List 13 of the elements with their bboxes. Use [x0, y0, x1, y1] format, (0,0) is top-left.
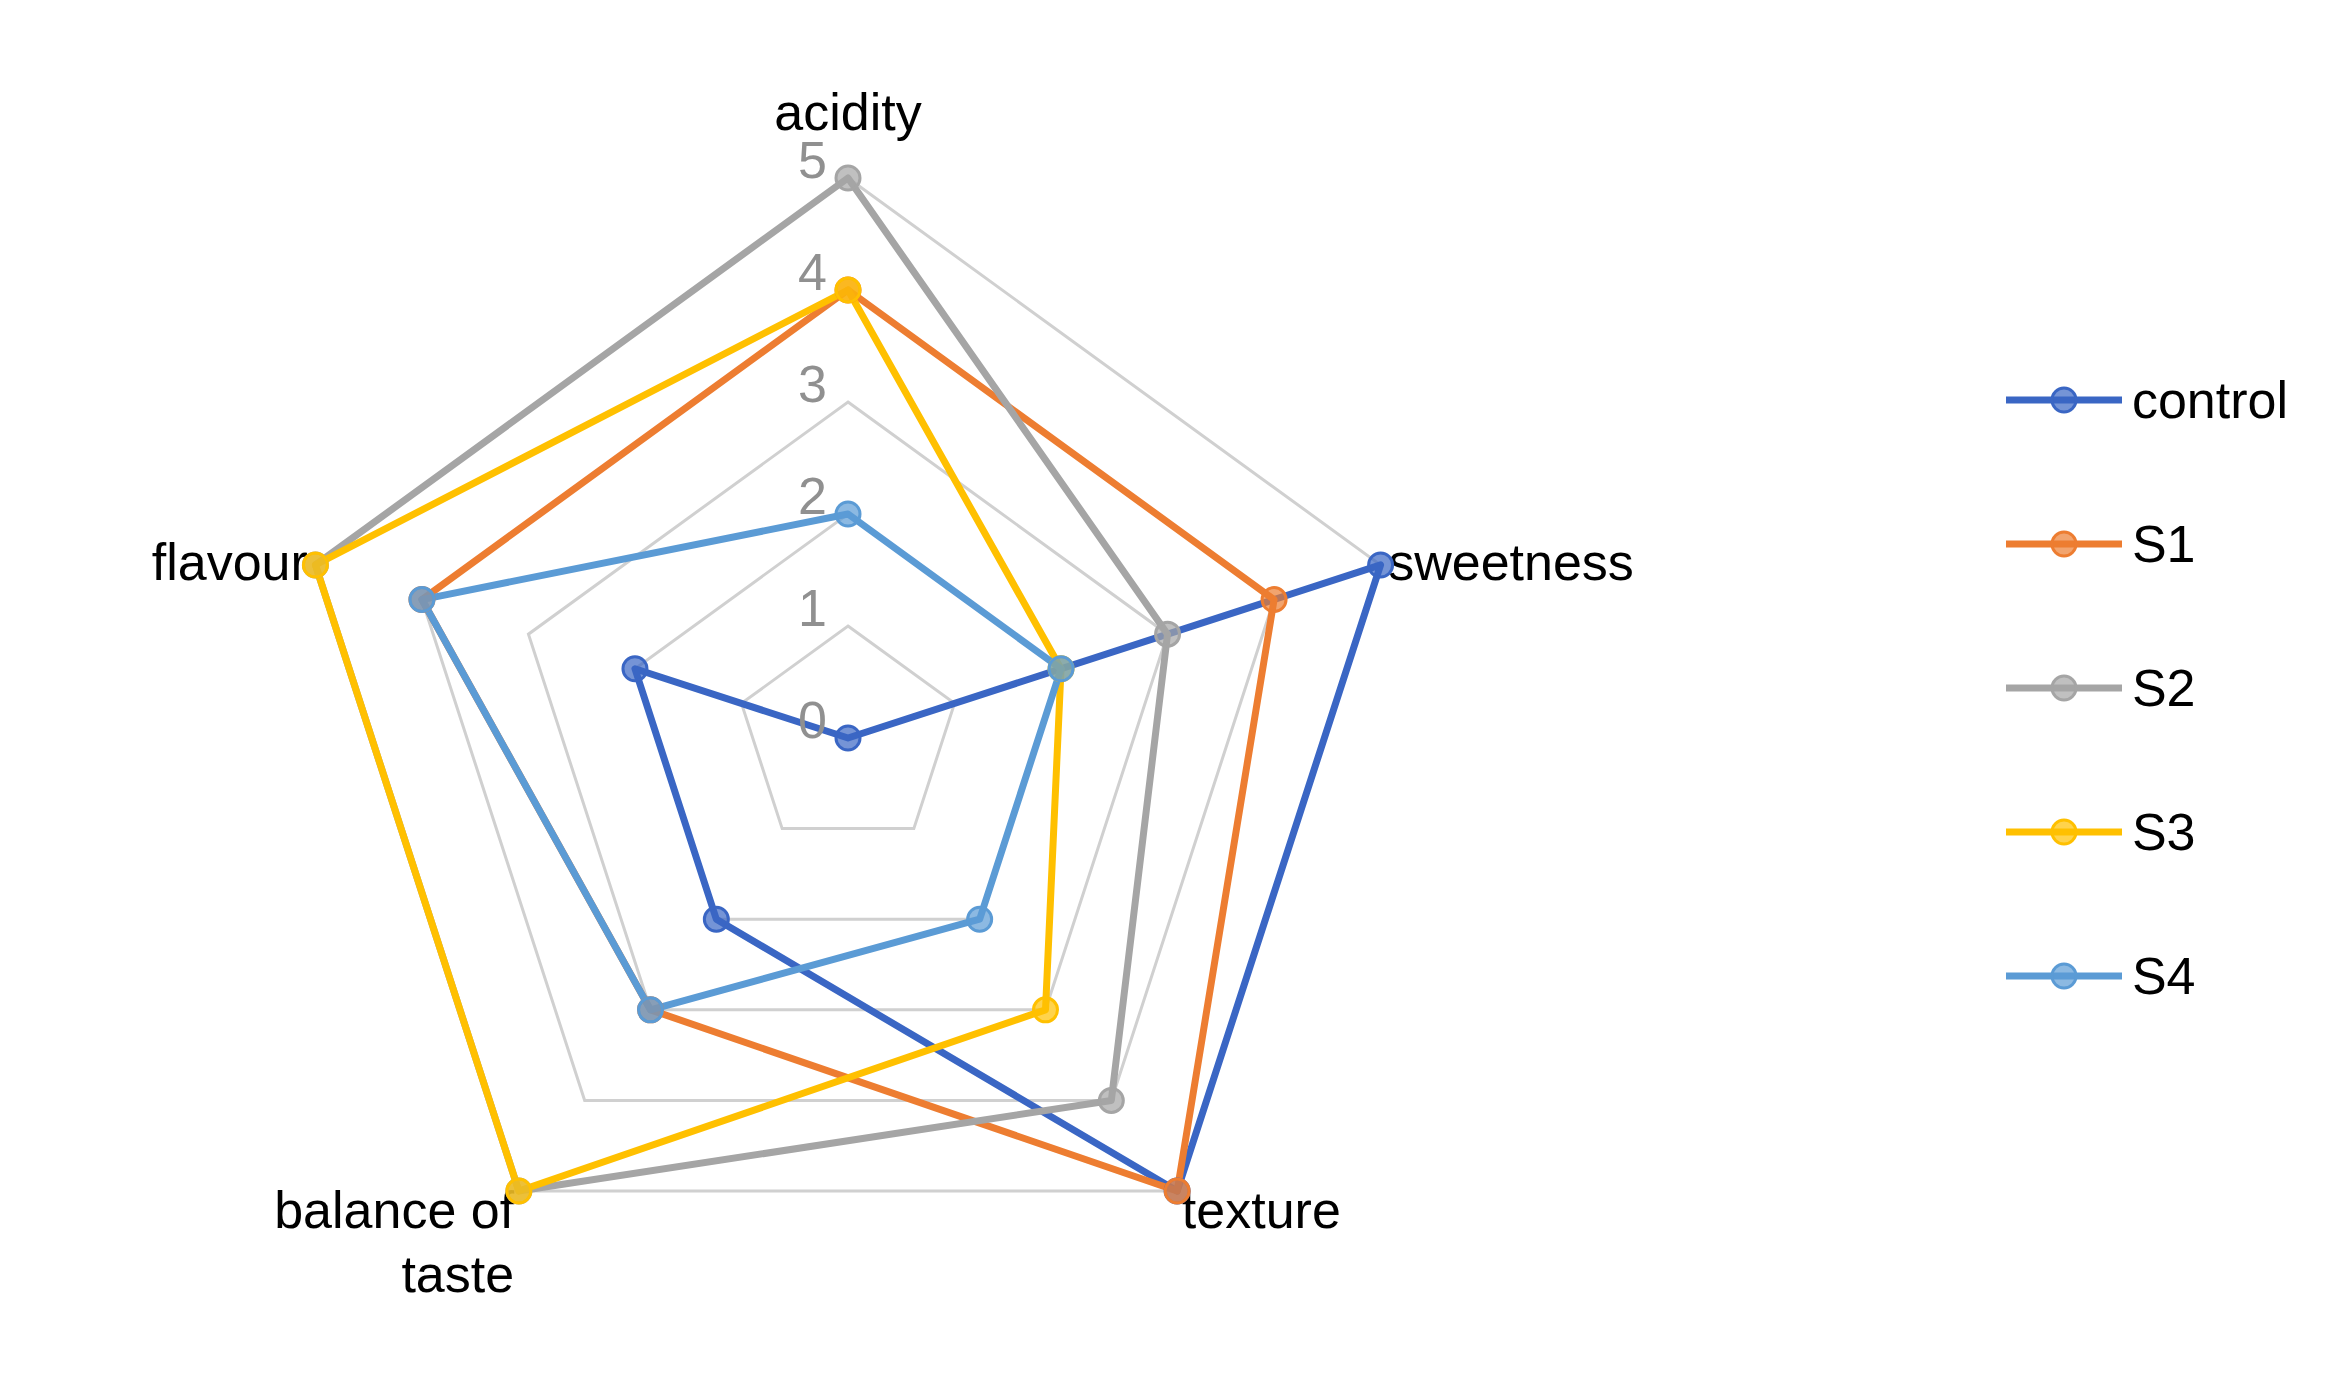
- y-tick-label: 2: [798, 467, 827, 525]
- spoke-label: texture: [1181, 1180, 1341, 1239]
- legend-label: S3: [2131, 802, 2196, 862]
- spoke-label: balance of taste: [274, 1180, 515, 1303]
- y-tick-label: 3: [798, 355, 827, 413]
- spoke-label: flavour: [151, 533, 308, 592]
- spoke-label: sweetness: [1388, 533, 1634, 592]
- y-tick-label: 1: [798, 579, 827, 637]
- legend-label: control: [2131, 370, 2288, 430]
- y-tick-label: 4: [798, 243, 827, 301]
- legend-label: S1: [2131, 514, 2196, 574]
- legend-label: S2: [2131, 658, 2196, 718]
- legend-label: S4: [2131, 946, 2196, 1006]
